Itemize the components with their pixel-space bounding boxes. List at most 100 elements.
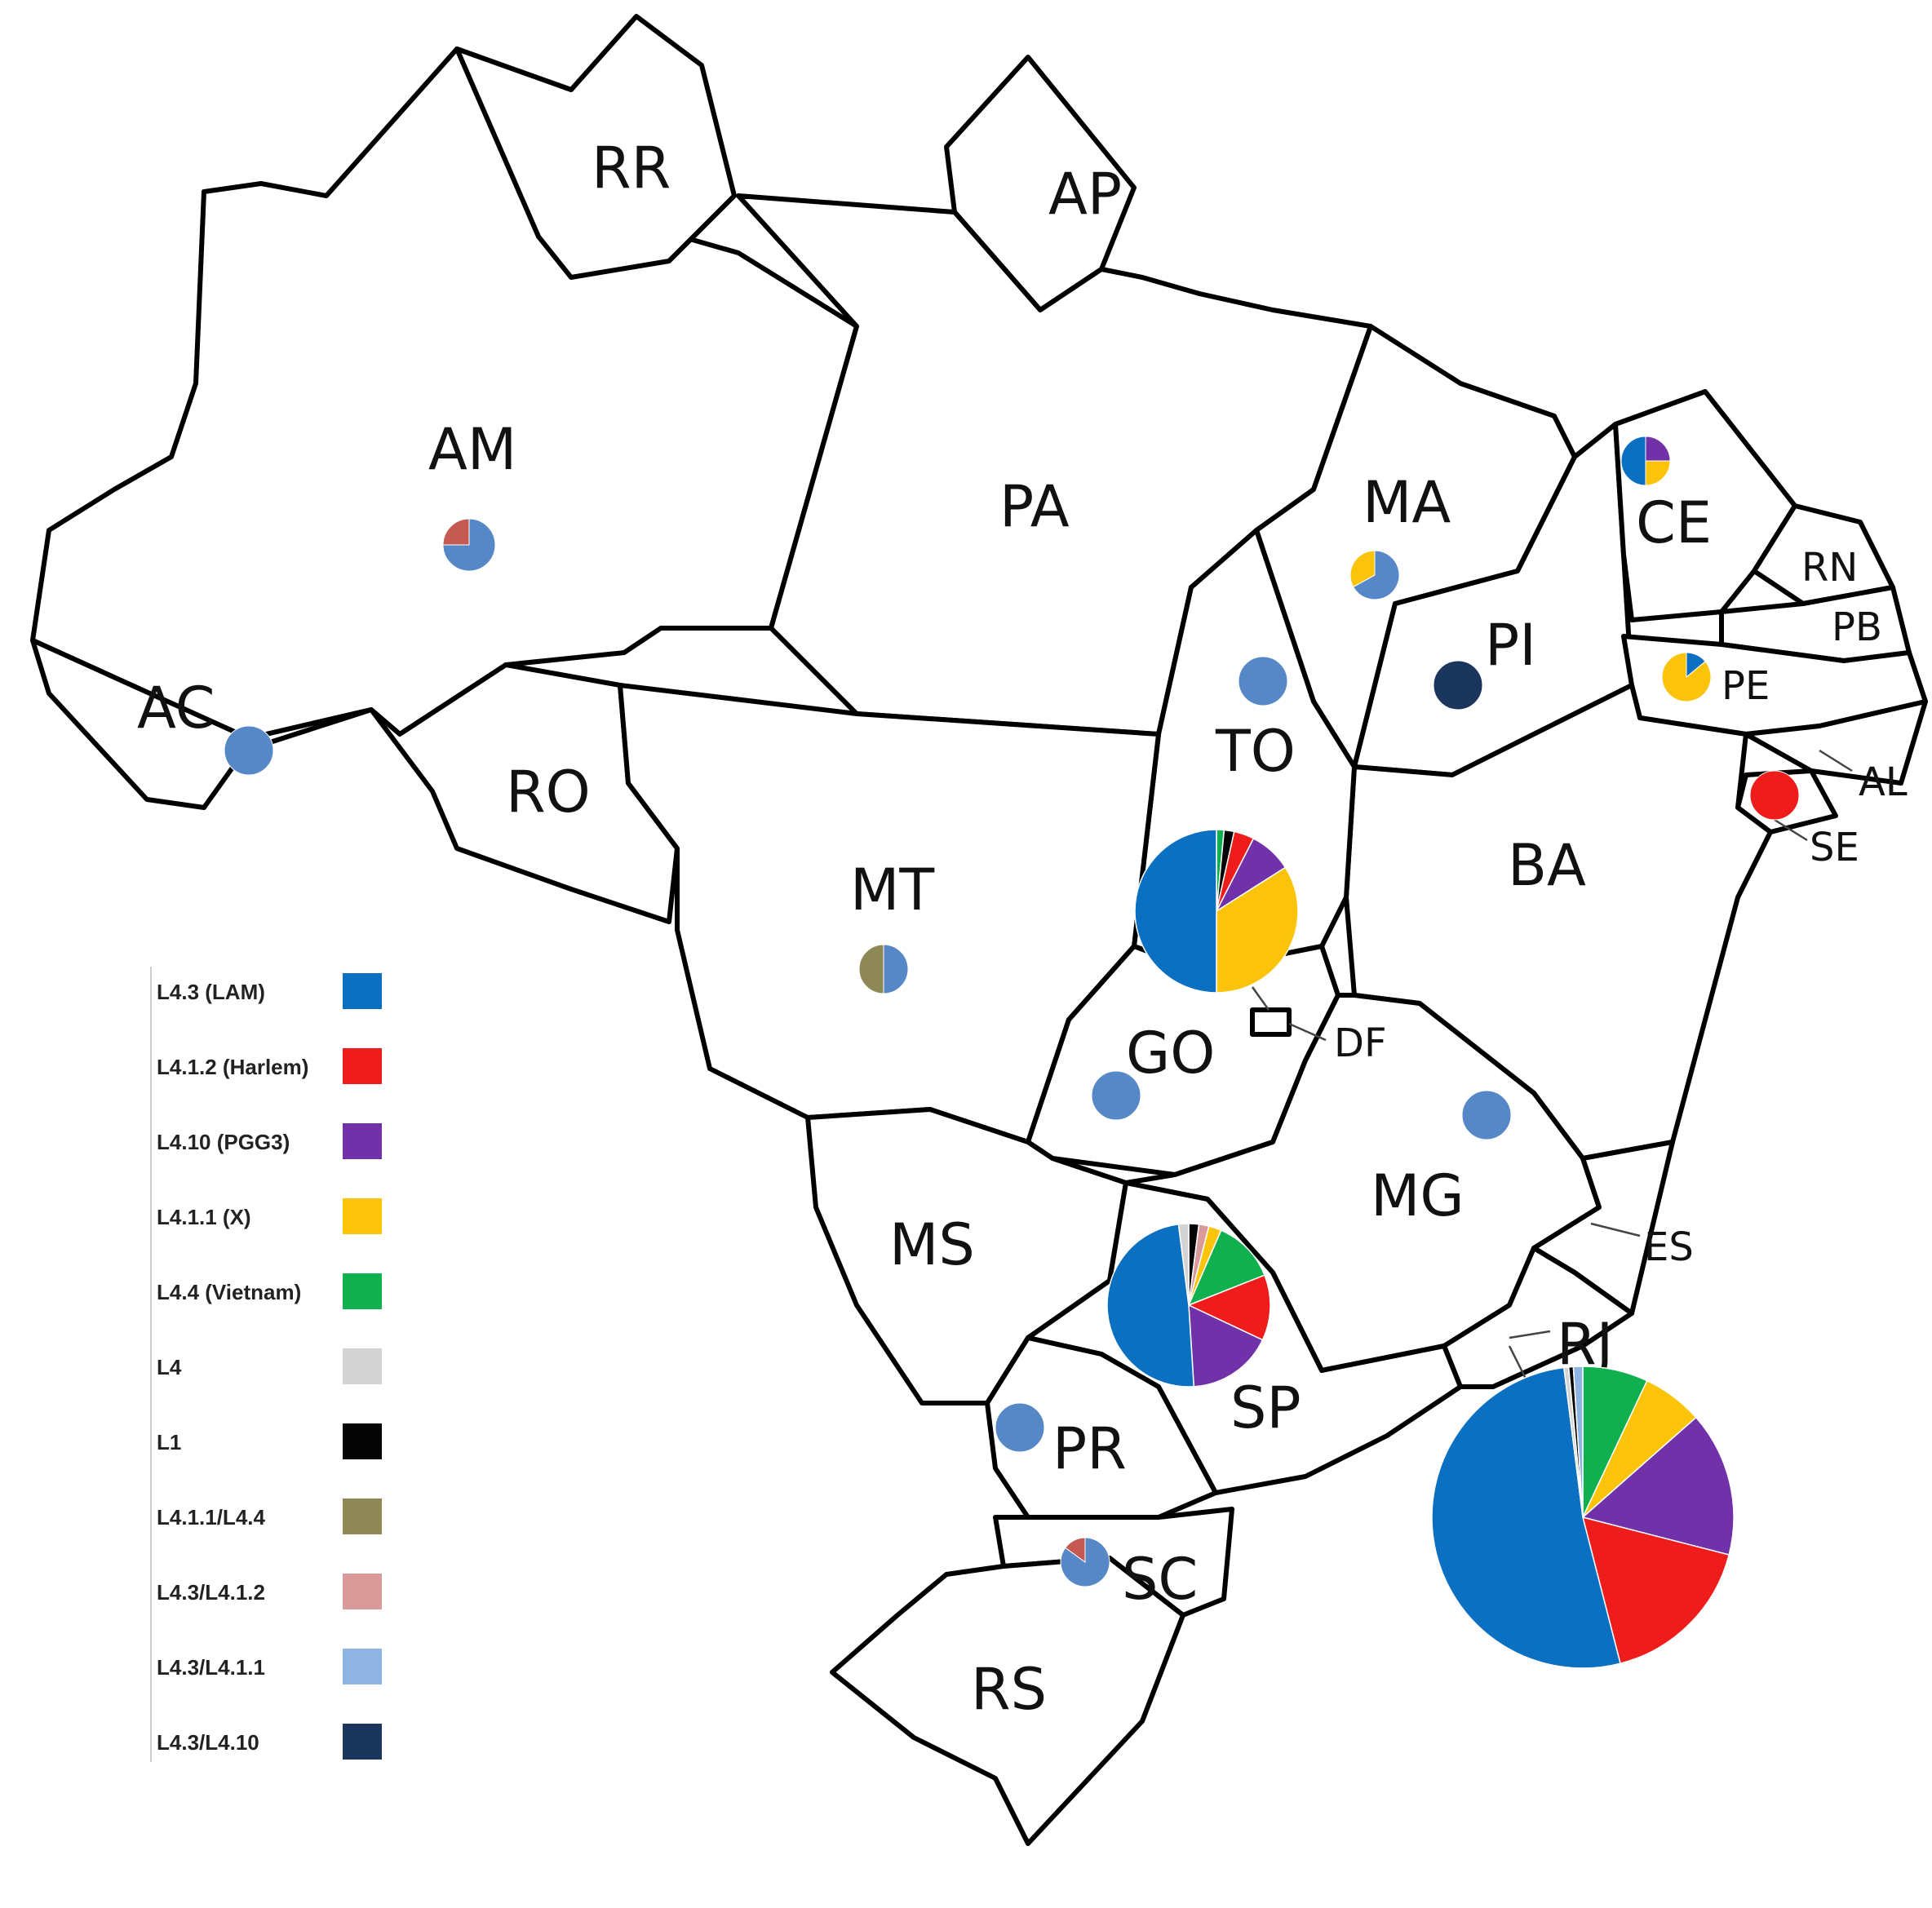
label-sc: SC (1122, 1546, 1198, 1613)
legend-swatch (343, 1649, 382, 1684)
legend-swatch (343, 1499, 382, 1534)
state-rs[interactable] (830, 1556, 1185, 1846)
leader-es (1590, 1222, 1641, 1237)
legend-swatch (343, 1123, 382, 1159)
legend-swatch (343, 1273, 382, 1309)
label-mt: MT (850, 857, 934, 923)
label-ma: MA (1363, 469, 1451, 536)
legend-label: L4.10 (PGG3) (157, 1130, 290, 1154)
pie-slice-pi-0 (1433, 660, 1483, 711)
label-se: SE (1810, 825, 1859, 870)
label-pa: PA (999, 473, 1070, 540)
state-shapes (30, 14, 1928, 1846)
label-ms: MS (889, 1211, 975, 1278)
legend-label: L4.3/L4.10 (157, 1730, 259, 1755)
pie-slice-ce-1 (1645, 460, 1671, 486)
state-al[interactable] (1744, 699, 1928, 786)
legend-label: L4.3/L4.1.1 (157, 1655, 265, 1680)
pie-df (1134, 829, 1299, 994)
legend-label: L4 (157, 1355, 182, 1379)
pie-slice-am-0 (442, 518, 496, 572)
leader-rj-pie (1508, 1345, 1527, 1379)
pie-slice-ce-0 (1645, 436, 1671, 462)
legend-swatch (343, 1348, 382, 1384)
label-ro: RO (506, 759, 591, 826)
state-df[interactable] (1250, 1007, 1292, 1037)
pie-slice-mt-0 (883, 944, 909, 994)
pie-slice-ma-0 (1353, 550, 1400, 600)
pie-pe (1661, 652, 1712, 702)
state-rj[interactable] (1442, 1246, 1634, 1389)
state-labels: RR AP AM PA MA CE RN PB PI PE AC TO RO A… (137, 135, 1908, 1723)
leader-rj (1509, 1330, 1551, 1339)
label-al: AL (1859, 759, 1908, 805)
label-ac: AC (137, 675, 215, 742)
pie-slice-sc-1 (1065, 1537, 1086, 1563)
label-ce: CE (1636, 489, 1712, 556)
pie-slice-go-0 (1091, 1070, 1141, 1121)
legend-label: L4.1.2 (Harlem) (157, 1055, 308, 1079)
pie-slice-am-1 (442, 518, 470, 546)
pie-slice-se-0 (1749, 770, 1800, 821)
legend-label: L4.1.1/L4.4 (157, 1505, 265, 1529)
legend-label: L4.3 (LAM) (157, 980, 265, 1004)
leader-se (1774, 818, 1808, 842)
state-ac[interactable] (30, 638, 374, 810)
legend-swatch (343, 1198, 382, 1234)
pie-slice-rj-3 (1581, 1516, 1730, 1665)
legend-label: L4.4 (Vietnam) (157, 1280, 301, 1304)
label-pe: PE (1722, 663, 1770, 709)
label-rr: RR (592, 135, 671, 201)
legend-label: L4.1.1 (X) (157, 1205, 251, 1229)
pie-slice-to-0 (1238, 656, 1288, 706)
pie-slice-pe-1 (1661, 652, 1712, 702)
pie-slice-sp-5 (1188, 1304, 1264, 1388)
pie-slice-mg-0 (1461, 1090, 1512, 1140)
state-am[interactable] (30, 46, 859, 741)
leader-lines (1251, 749, 1853, 1379)
legend-label: L1 (157, 1430, 181, 1454)
pie-ce (1620, 436, 1671, 486)
state-rn[interactable] (1752, 503, 1895, 606)
pie-slice-df-5 (1134, 829, 1217, 994)
pie-mt (858, 944, 909, 994)
pie-sc (1060, 1537, 1110, 1587)
label-go: GO (1126, 1020, 1215, 1087)
pie-pr (995, 1402, 1045, 1453)
legend-swatch (343, 1574, 382, 1609)
pie-se (1749, 770, 1800, 821)
pie-am (442, 518, 496, 572)
lineage-pie-charts (224, 436, 1800, 1669)
pie-slice-ac-0 (224, 725, 274, 776)
legend-swatch (343, 1724, 382, 1760)
pie-slice-rj-2 (1581, 1416, 1735, 1556)
leader-al (1819, 749, 1853, 772)
label-pb: PB (1832, 604, 1882, 650)
label-to: TO (1215, 718, 1296, 785)
legend-swatch (343, 973, 382, 1009)
pie-slice-mt-1 (858, 944, 884, 994)
pie-rj (1431, 1366, 1735, 1669)
label-pr: PR (1052, 1415, 1127, 1482)
pie-slice-ma-1 (1349, 550, 1376, 588)
pie-slice-sp-4 (1187, 1274, 1271, 1341)
leader-df-pie (1251, 986, 1270, 1011)
pie-sp (1106, 1223, 1271, 1388)
label-ba: BA (1508, 832, 1586, 899)
label-rs: RS (971, 1656, 1047, 1723)
label-sp: SP (1230, 1375, 1301, 1441)
legend-label: L4.3/L4.1.2 (157, 1580, 265, 1605)
state-pr[interactable] (985, 1335, 1218, 1520)
pie-slice-df-4 (1216, 866, 1299, 994)
pie-mg (1461, 1090, 1512, 1140)
state-rr[interactable] (454, 14, 737, 280)
pie-slice-ce-2 (1620, 436, 1646, 486)
pie-pi (1433, 660, 1483, 711)
label-pi: PI (1485, 612, 1536, 679)
pie-ma (1349, 550, 1400, 600)
pie-go (1091, 1070, 1141, 1121)
leader-df (1288, 1022, 1327, 1042)
label-am: AM (428, 416, 516, 483)
lineage-legend: L4.3 (LAM) L4.1.2 (Harlem) L4.10 (PGG3) L4.… (150, 967, 382, 1762)
